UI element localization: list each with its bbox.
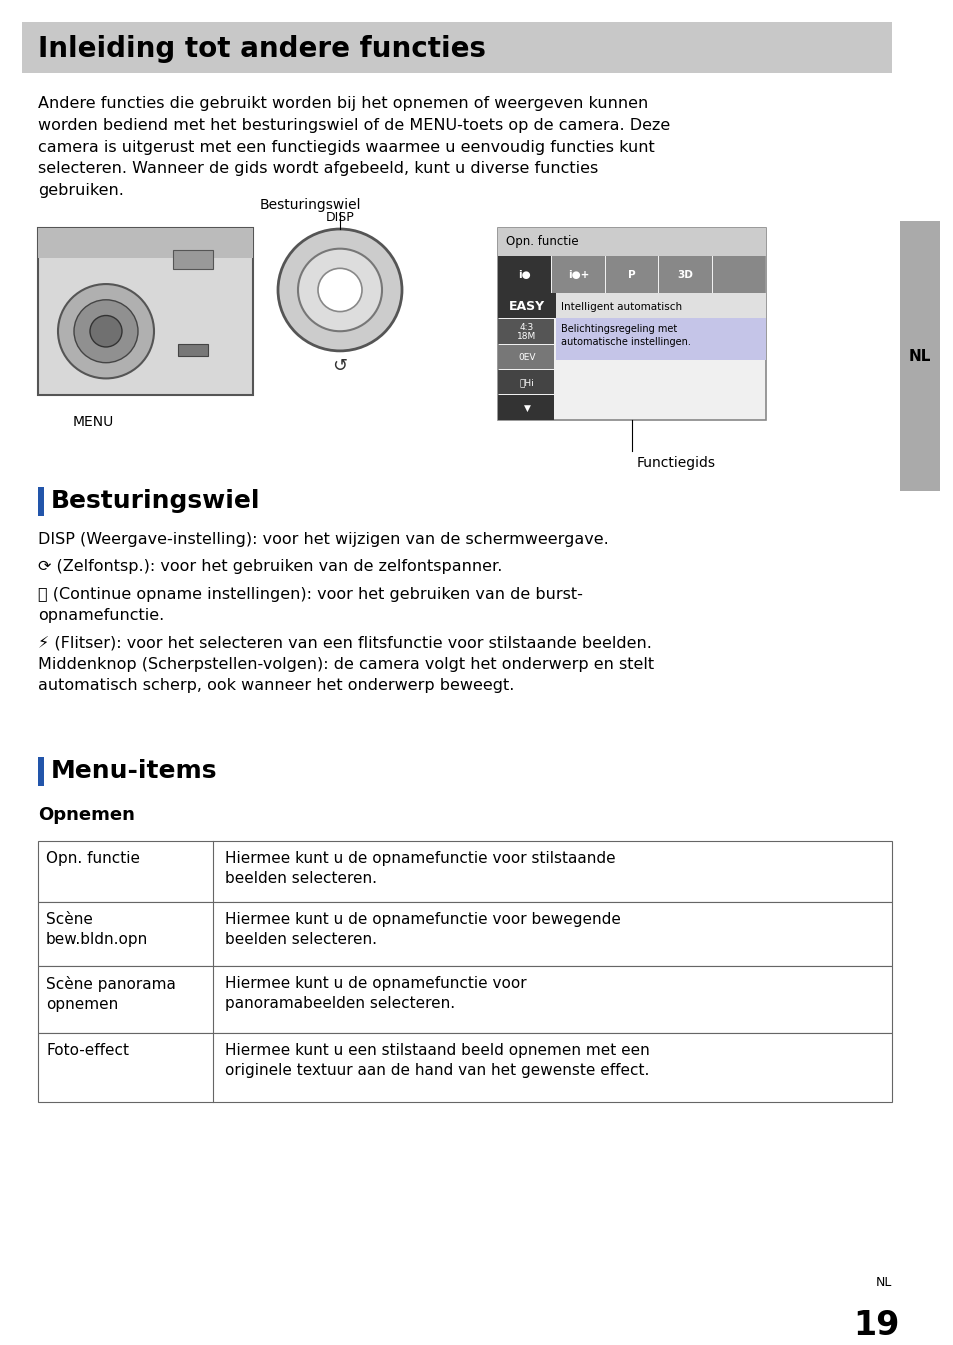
- Bar: [497, 293, 556, 319]
- Circle shape: [297, 249, 381, 331]
- Text: Intelligent automatisch: Intelligent automatisch: [560, 301, 681, 312]
- Bar: [38, 842, 891, 902]
- Bar: [497, 344, 554, 369]
- Bar: [605, 256, 658, 293]
- Bar: [38, 487, 44, 516]
- Text: Hiermee kunt u een stilstaand beeld opnemen met een
originele textuur aan de han: Hiermee kunt u een stilstaand beeld opne…: [225, 1042, 649, 1077]
- Text: Foto-effect: Foto-effect: [46, 1042, 129, 1059]
- Text: Functiegids: Functiegids: [637, 456, 716, 469]
- Bar: [497, 320, 554, 344]
- Bar: [38, 757, 44, 787]
- Text: DISP: DISP: [325, 211, 354, 225]
- Text: Belichtingsregeling met
automatische instellingen.: Belichtingsregeling met automatische ins…: [560, 324, 690, 347]
- Text: ⎙Hi: ⎙Hi: [519, 378, 534, 387]
- Bar: [556, 319, 765, 359]
- Bar: [659, 256, 711, 293]
- Bar: [22, 22, 891, 73]
- Text: MENU: MENU: [72, 414, 113, 429]
- Bar: [38, 1033, 891, 1102]
- Circle shape: [74, 300, 138, 363]
- Text: 4:3
18M: 4:3 18M: [517, 323, 536, 342]
- Text: Menu-items: Menu-items: [51, 759, 217, 783]
- Text: EASY: EASY: [508, 300, 544, 313]
- Bar: [497, 229, 765, 256]
- Text: Andere functies die gebruikt worden bij het opnemen of weergeven kunnen
worden b: Andere functies die gebruikt worden bij …: [38, 97, 670, 198]
- Text: 0EV: 0EV: [517, 352, 536, 362]
- Text: Hiermee kunt u de opnamefunctie voor
panoramabeelden selecteren.: Hiermee kunt u de opnamefunctie voor pan…: [225, 976, 526, 1011]
- Text: NL: NL: [875, 1276, 891, 1289]
- Text: ⚡ (Flitser): voor het selecteren van een flitsfunctie voor stilstaande beelden.
: ⚡ (Flitser): voor het selecteren van een…: [38, 636, 654, 693]
- Text: i●+: i●+: [567, 270, 588, 280]
- Bar: [498, 256, 551, 293]
- Bar: [497, 229, 765, 420]
- Text: Hiermee kunt u de opnamefunctie voor bewegende
beelden selecteren.: Hiermee kunt u de opnamefunctie voor bew…: [225, 912, 620, 947]
- Text: ⎙ (Continue opname instellingen): voor het gebruiken van de burst-
opnamefunctie: ⎙ (Continue opname instellingen): voor h…: [38, 586, 582, 623]
- Bar: [899, 221, 939, 491]
- Bar: [38, 966, 891, 1033]
- Text: Opn. functie: Opn. functie: [505, 235, 578, 249]
- Text: DISP (Weergave-instelling): voor het wijzigen van de schermweergave.: DISP (Weergave-instelling): voor het wij…: [38, 531, 608, 547]
- Text: Besturingswiel: Besturingswiel: [259, 198, 360, 213]
- Text: 19: 19: [853, 1309, 899, 1342]
- Text: ↺: ↺: [332, 356, 347, 375]
- Bar: [497, 395, 554, 420]
- Text: Opn. functie: Opn. functie: [46, 851, 140, 866]
- Bar: [178, 344, 208, 356]
- Bar: [712, 256, 764, 293]
- Text: Opnemen: Opnemen: [38, 806, 134, 824]
- Text: Scène
bew.bldn.opn: Scène bew.bldn.opn: [46, 912, 148, 947]
- Text: NL: NL: [908, 348, 930, 363]
- Text: Besturingswiel: Besturingswiel: [51, 488, 260, 512]
- Bar: [38, 902, 891, 966]
- Bar: [172, 250, 213, 269]
- Text: i●: i●: [517, 270, 531, 280]
- Text: ⟳ (Zelfontsp.): voor het gebruiken van de zelfontspanner.: ⟳ (Zelfontsp.): voor het gebruiken van d…: [38, 560, 502, 574]
- Bar: [552, 256, 604, 293]
- Bar: [38, 229, 253, 257]
- Bar: [38, 229, 253, 395]
- Bar: [556, 293, 765, 319]
- Circle shape: [58, 284, 153, 378]
- Text: 3D: 3D: [677, 270, 693, 280]
- Text: ▼: ▼: [523, 404, 530, 413]
- Text: Scène panorama
opnemen: Scène panorama opnemen: [46, 976, 175, 1011]
- Bar: [497, 370, 554, 394]
- Text: Hiermee kunt u de opnamefunctie voor stilstaande
beelden selecteren.: Hiermee kunt u de opnamefunctie voor sti…: [225, 851, 615, 886]
- Text: P: P: [627, 270, 635, 280]
- Circle shape: [90, 316, 122, 347]
- Circle shape: [277, 229, 401, 351]
- Circle shape: [317, 269, 361, 312]
- Text: Inleiding tot andere functies: Inleiding tot andere functies: [38, 35, 485, 63]
